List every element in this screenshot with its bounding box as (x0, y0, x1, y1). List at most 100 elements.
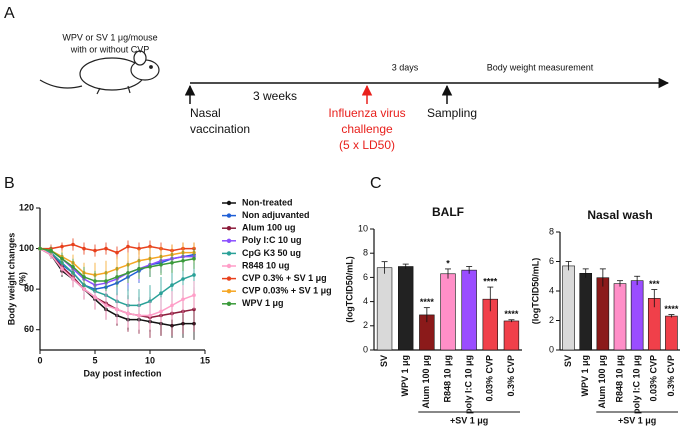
legend-label: CVP 0.03% + SV 1 μg (242, 286, 332, 296)
chart-title: BALF (432, 205, 464, 219)
interval-label: 3 days (392, 62, 419, 72)
point (93, 279, 97, 283)
y-tick-label: 6 (363, 272, 368, 282)
point (159, 263, 163, 267)
injection-text: WPV or SV 1 μg/mouse (62, 32, 157, 42)
chart-title: Nasal wash (587, 208, 652, 222)
point (148, 265, 152, 269)
point (170, 260, 174, 265)
significance: **** (664, 304, 679, 314)
legend-swatch (226, 251, 232, 256)
legend-swatch (226, 213, 232, 218)
bar (503, 320, 520, 351)
point (71, 242, 75, 247)
point (104, 279, 108, 283)
point (82, 287, 86, 291)
point (82, 275, 86, 279)
x-tick-label: WPV 1 μg (580, 355, 590, 397)
point (82, 246, 86, 251)
y-axis-label: (logTCID50/mL) (530, 258, 540, 325)
x-axis-label: Day post infection (83, 368, 161, 378)
point (181, 297, 185, 302)
bar (665, 315, 678, 351)
y-tick-label: 120 (19, 202, 34, 212)
point (126, 311, 130, 316)
legend-swatch (226, 301, 232, 306)
bar (562, 265, 575, 351)
point (60, 256, 64, 261)
point (115, 307, 119, 312)
y-axis-label: (%) (17, 272, 27, 286)
event-label: Sampling (427, 106, 477, 120)
point (170, 283, 174, 287)
panel-label: B (4, 175, 15, 192)
bar (579, 272, 593, 351)
y-tick-label: 0 (549, 344, 554, 354)
point (104, 246, 108, 251)
point (49, 248, 53, 253)
point (38, 246, 42, 251)
significance: **** (420, 297, 435, 307)
legend-swatch (226, 289, 232, 294)
point (71, 277, 75, 281)
point (60, 244, 64, 249)
x-tick-label: poly I:C 10 μg (632, 355, 642, 414)
x-tick-label: SV (379, 355, 389, 367)
y-tick-label: 6 (549, 256, 554, 266)
group-label: +SV 1 μg (450, 415, 488, 425)
x-tick-label: Alum 100 μg (421, 355, 431, 409)
bar (376, 267, 393, 351)
legend-swatch (226, 238, 232, 243)
point (93, 295, 97, 300)
event-label: Nasal (190, 106, 221, 120)
y-tick-label: 8 (363, 248, 368, 258)
bar (613, 283, 627, 351)
point (115, 250, 119, 255)
point (181, 277, 185, 281)
group-label: +SV 1 μg (618, 415, 656, 425)
legend-label: CpG K3 50 ug (242, 248, 301, 258)
y-tick-label: 4 (549, 285, 554, 295)
point (115, 275, 119, 279)
x-tick-label: 0.3% CVP (506, 355, 516, 397)
legend-label: Poly I:C 10 ug (242, 235, 302, 245)
event-label: Influenza virus (328, 106, 405, 120)
injection-text: with or without CVP (70, 44, 150, 54)
point (181, 258, 185, 263)
x-tick-label: 5 (92, 355, 97, 365)
point (104, 303, 108, 308)
x-tick-label: R848 10 μg (614, 355, 624, 403)
x-tick-label: R848 10 μg (442, 355, 452, 403)
mouse-icon (39, 50, 160, 95)
y-tick-label: 2 (363, 320, 368, 330)
legend-label: R848 10 ug (242, 260, 290, 270)
point (71, 265, 75, 269)
measurement-label: Body weight measurement (487, 62, 594, 72)
y-tick-label: 60 (24, 324, 34, 334)
y-tick-label: 80 (24, 284, 34, 294)
point (159, 291, 163, 296)
x-tick-label: 15 (200, 355, 210, 365)
y-axis-label: (logTCID50/mL) (344, 256, 354, 323)
x-tick-label: 0.3% CVP (666, 355, 676, 397)
y-tick-label: 0 (363, 344, 368, 354)
point (159, 309, 163, 314)
point (137, 267, 141, 271)
point (60, 267, 64, 271)
legend-label: WPV 1 μg (242, 298, 284, 308)
significance: **** (483, 276, 498, 286)
point (192, 256, 196, 261)
bar (630, 280, 644, 351)
legend-label: Non adjuvanted (242, 210, 310, 220)
significance: **** (504, 309, 519, 319)
point (192, 273, 196, 277)
y-tick-label: 4 (363, 296, 368, 306)
x-tick-label: 0 (37, 355, 42, 365)
point (148, 313, 152, 318)
point (126, 244, 130, 249)
legend-label: CVP 0.3% + SV 1 μg (242, 273, 327, 283)
legend-swatch (226, 263, 232, 269)
point (93, 248, 97, 253)
event-label: challenge (341, 122, 393, 136)
